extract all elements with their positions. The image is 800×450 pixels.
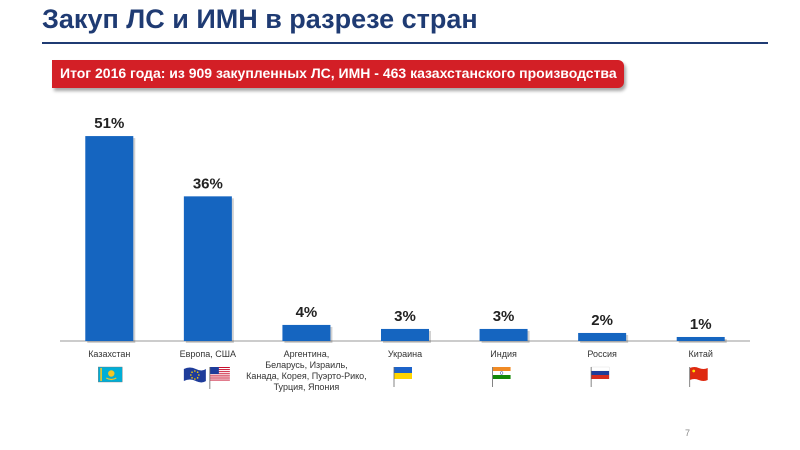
bar [183, 196, 232, 341]
page-number: 7 [685, 428, 691, 438]
title-divider [42, 42, 768, 44]
russia-flag-icon [590, 366, 610, 387]
category-label: Европа, США [180, 349, 236, 359]
ukraine-flag-icon [393, 367, 412, 387]
usa-flag-icon [209, 367, 230, 389]
summary-banner-text: Итог 2016 года: из 909 закупленных ЛС, И… [60, 65, 617, 81]
summary-banner: Итог 2016 года: из 909 закупленных ЛС, И… [52, 60, 624, 88]
data-label: 36% [193, 175, 223, 192]
bar [85, 136, 134, 341]
category-label: Украина [388, 349, 422, 359]
india-flag-icon [492, 367, 511, 387]
slide-title: Закуп ЛС и ИМН в разрезе стран [42, 4, 478, 34]
bar [381, 328, 429, 341]
data-label: 3% [394, 308, 416, 325]
data-label: 4% [296, 304, 318, 321]
category-label: Индия [490, 349, 517, 359]
category-label: Китай [689, 349, 713, 359]
category-label: Россия [587, 349, 617, 359]
data-label: 3% [493, 308, 515, 325]
bar [578, 332, 627, 341]
data-label: 51% [94, 115, 124, 132]
kazakhstan-flag-icon [98, 366, 123, 383]
eu-flag-icon [183, 367, 206, 383]
data-label: 1% [690, 316, 712, 333]
china-flag-icon [689, 367, 708, 387]
bar [676, 336, 725, 341]
bar [479, 328, 528, 341]
bar [282, 324, 331, 341]
category-label: Аргентина, Беларусь, Израиль, Канада, Коре… [246, 349, 366, 392]
data-label: 2% [591, 312, 613, 329]
category-label: Казахстан [88, 349, 130, 359]
